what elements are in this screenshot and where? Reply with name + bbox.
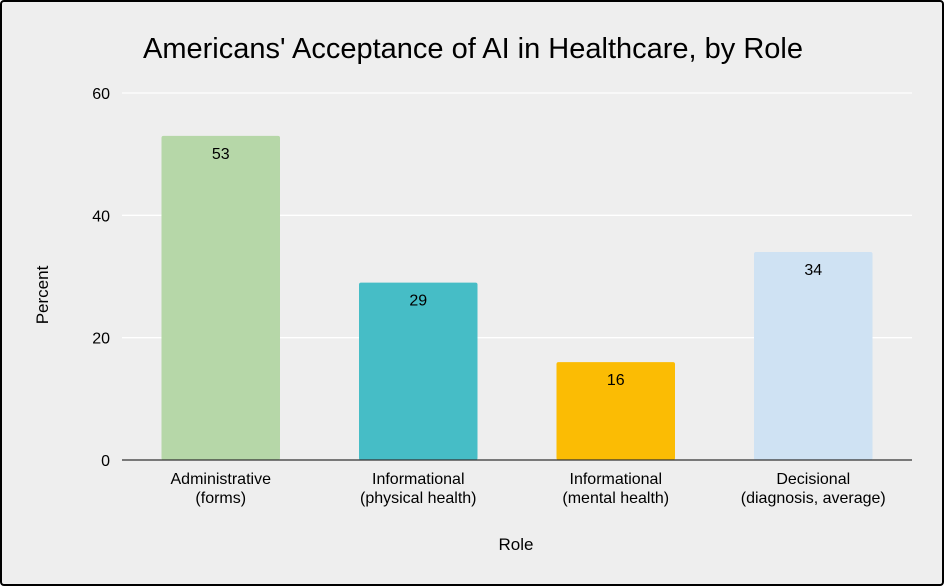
data-label: 34 [804,262,822,279]
x-axis-title: Role [499,535,534,554]
x-tick-label-line: (physical health) [360,490,477,507]
x-axis-ticks: Administrative (forms) Informational (physi… [171,471,886,507]
chart-title: Americans' Acceptance of AI in Healthcar… [143,33,803,65]
x-tick-label-line: Decisional [776,471,850,488]
data-label: 53 [212,146,230,163]
y-tick-label: 40 [92,208,110,225]
y-tick-label: 60 [92,86,110,103]
x-tick-label-line: Administrative [171,471,272,488]
x-tick-label: Informational (physical health) [360,471,477,507]
x-tick-label: Decisional (diagnosis, average) [741,471,886,507]
bar [359,282,478,460]
x-tick-label-line: (diagnosis, average) [741,490,886,507]
x-tick-label-line: (forms) [195,490,246,507]
x-tick-label: Informational (mental health) [562,471,669,507]
x-tick-label-line: Informational [372,471,465,488]
bars: 53 29 16 34 [161,135,873,461]
x-tick-label-line: Informational [570,471,663,488]
y-tick-label: 20 [92,331,110,348]
data-label: 29 [409,293,427,310]
x-tick-label: Administrative (forms) [171,471,272,507]
bar [556,362,675,460]
y-axis-ticks: 0 20 40 60 [92,86,110,470]
y-tick-label: 0 [101,453,110,470]
x-tick-label-line: (mental health) [562,490,669,507]
bar [754,252,873,460]
bar [161,135,280,461]
y-axis-title: Percent [33,265,52,324]
data-label: 16 [607,372,625,389]
